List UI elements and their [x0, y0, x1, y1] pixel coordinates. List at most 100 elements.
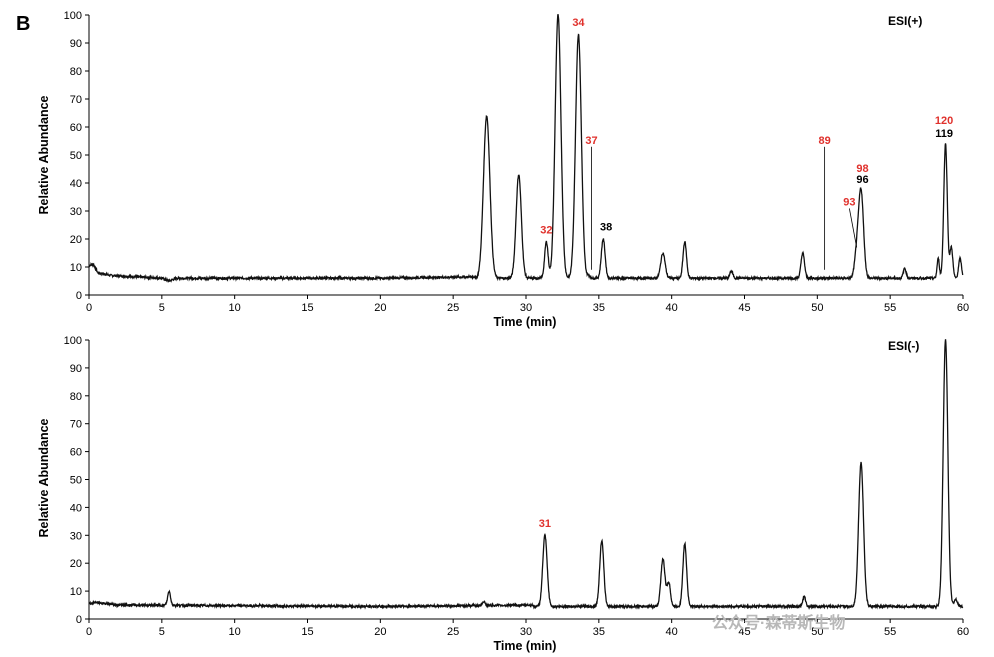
x-tick: 5	[159, 619, 165, 638]
y-tick-label: 20	[70, 558, 82, 570]
x-tick: 25	[447, 619, 459, 638]
peak-annotation: 96	[856, 174, 868, 186]
x-tick-label: 15	[301, 302, 313, 314]
x-tick: 15	[301, 295, 314, 314]
peak-label: 32	[540, 224, 552, 236]
x-tick-label: 30	[520, 626, 532, 638]
peak-annotation: 120	[935, 115, 953, 127]
x-tick: 35	[593, 295, 605, 314]
x-tick-label: 30	[520, 302, 532, 314]
x-tick: 30	[520, 295, 532, 314]
y-tick: 0	[76, 290, 89, 302]
y-tick: 30	[70, 530, 89, 542]
peak-annotation: 89	[818, 135, 831, 270]
y-tick-label: 50	[70, 150, 82, 162]
y-tick-label: 0	[76, 290, 82, 302]
x-tick-label: 60	[957, 302, 969, 314]
y-tick: 90	[70, 38, 89, 50]
x-tick: 40	[666, 295, 678, 314]
x-tick-label: 15	[301, 626, 313, 638]
x-tick: 10	[229, 295, 241, 314]
peak-label: 89	[818, 135, 830, 147]
y-tick: 80	[70, 66, 89, 78]
peak-label: 93	[843, 196, 855, 208]
x-tick: 20	[374, 619, 386, 638]
peak-label: 37	[585, 135, 597, 147]
trace	[88, 339, 964, 610]
y-tick-label: 40	[70, 178, 82, 190]
x-tick-label: 25	[447, 302, 459, 314]
y-tick: 100	[64, 335, 89, 347]
x-tick-label: 20	[374, 302, 386, 314]
y-tick-label: 40	[70, 502, 82, 514]
x-tick-label: 55	[884, 302, 896, 314]
x-tick: 60	[957, 619, 969, 638]
peak-label: 119	[935, 128, 953, 140]
x-tick: 50	[811, 619, 823, 638]
x-tick-label: 40	[666, 626, 678, 638]
axes: 0 5 10 15 20 25 30 35 40 45 50 55 60 0 10 20 30 40 50 60 70 8…	[64, 10, 969, 314]
x-tick-label: 5	[159, 626, 165, 638]
x-tick: 0	[86, 295, 92, 314]
esi-negative-chart: ESI(-) Time (min) Relative Abundance 0 5 1…	[37, 335, 969, 653]
y-tick-label: 70	[70, 419, 82, 431]
y-tick: 80	[70, 391, 89, 403]
y-tick: 30	[70, 206, 89, 218]
x-tick: 55	[884, 619, 896, 638]
panel-letter: B	[16, 13, 30, 35]
peak-label: 34	[572, 17, 585, 29]
y-tick-label: 80	[70, 391, 82, 403]
y-tick-label: 60	[70, 122, 82, 134]
trace	[88, 14, 964, 283]
y-tick: 20	[70, 234, 89, 246]
x-tick: 55	[884, 295, 896, 314]
y-tick: 20	[70, 558, 89, 570]
y-tick: 40	[70, 502, 89, 514]
series-line	[88, 339, 964, 610]
y-tick: 50	[70, 150, 89, 162]
peak-annotation: 38	[600, 222, 612, 234]
y-tick-label: 10	[70, 262, 82, 274]
leader-line	[848, 208, 858, 248]
x-tick-label: 25	[447, 626, 459, 638]
y-tick: 100	[64, 10, 89, 22]
peak-label: 96	[856, 174, 868, 186]
x-tick-label: 0	[86, 626, 92, 638]
y-tick-label: 80	[70, 66, 82, 78]
peak-label: 120	[935, 115, 953, 127]
y-tick: 0	[76, 614, 89, 626]
x-tick: 5	[159, 295, 165, 314]
y-tick: 90	[70, 363, 89, 375]
series-line	[88, 14, 964, 283]
mode-label: ESI(-)	[888, 339, 919, 353]
x-tick: 0	[86, 619, 92, 638]
x-tick-label: 0	[86, 302, 92, 314]
y-tick: 50	[70, 475, 89, 487]
x-tick-label: 35	[593, 626, 605, 638]
y-tick: 70	[70, 94, 89, 106]
x-tick: 45	[738, 619, 751, 638]
y-tick-label: 30	[70, 206, 82, 218]
y-tick-label: 60	[70, 447, 82, 459]
x-tick: 10	[229, 619, 241, 638]
x-tick-label: 50	[811, 302, 823, 314]
peak-annotation: 93	[843, 196, 858, 248]
x-tick-label: 45	[738, 626, 750, 638]
x-tick-label: 40	[666, 302, 678, 314]
y-tick: 60	[70, 447, 89, 459]
x-tick: 20	[374, 295, 386, 314]
peak-annotation: 34	[572, 17, 585, 29]
peak-annotation: 98	[856, 163, 868, 175]
y-axis-label: Relative Abundance	[37, 95, 51, 214]
y-tick: 60	[70, 122, 89, 134]
x-axis-label: Time (min)	[494, 639, 557, 653]
y-tick-label: 50	[70, 475, 82, 487]
x-tick: 35	[593, 619, 605, 638]
peak-label: 31	[539, 518, 551, 530]
peak-label: 38	[600, 222, 612, 234]
peak-annotation: 37	[585, 135, 598, 270]
x-tick-label: 10	[229, 626, 241, 638]
x-tick: 25	[447, 295, 459, 314]
x-tick: 60	[957, 295, 969, 314]
